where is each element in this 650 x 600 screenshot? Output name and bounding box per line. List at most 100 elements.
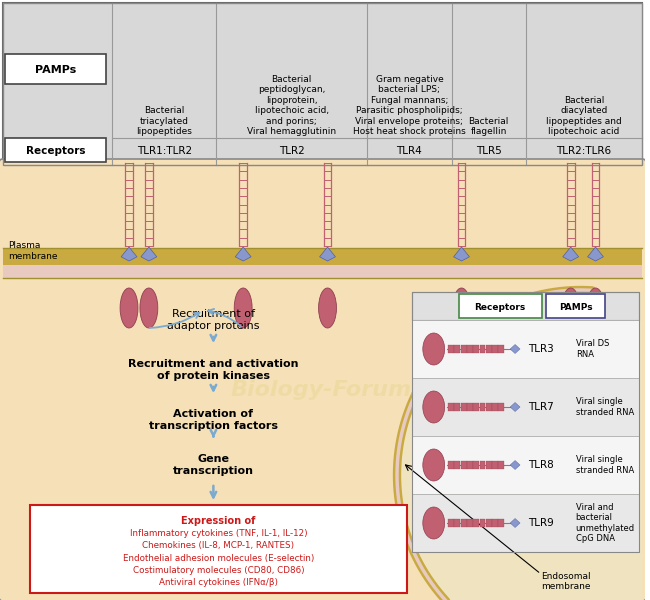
Text: PAMPs: PAMPs — [35, 65, 76, 75]
Bar — [480, 519, 486, 527]
Text: Recruitment and activation
of protein kinases: Recruitment and activation of protein ki… — [128, 359, 298, 381]
FancyBboxPatch shape — [5, 138, 106, 162]
Bar — [461, 345, 467, 353]
Bar — [412, 378, 639, 436]
Text: Endosomal
membrane: Endosomal membrane — [541, 572, 591, 592]
Bar — [473, 461, 479, 469]
Bar — [3, 3, 642, 165]
Bar — [492, 461, 498, 469]
Bar — [454, 519, 460, 527]
Polygon shape — [510, 461, 520, 469]
Bar — [480, 345, 486, 353]
Text: Costimulatory molecules (CD80, CD86): Costimulatory molecules (CD80, CD86) — [133, 566, 304, 575]
Polygon shape — [235, 247, 251, 261]
Text: TLR3: TLR3 — [528, 344, 554, 354]
Polygon shape — [454, 247, 469, 261]
Ellipse shape — [234, 288, 252, 328]
Text: Gene
transcription: Gene transcription — [173, 454, 254, 476]
Ellipse shape — [562, 288, 580, 328]
Polygon shape — [320, 247, 335, 261]
Polygon shape — [510, 518, 520, 527]
Ellipse shape — [586, 288, 605, 328]
Text: PAMPs: PAMPs — [559, 302, 592, 311]
Text: Activation of
transcription factors: Activation of transcription factors — [149, 409, 278, 431]
Bar — [486, 403, 492, 411]
Text: Chemokines (IL-8, MCP-1, RANTES): Chemokines (IL-8, MCP-1, RANTES) — [142, 541, 294, 550]
Text: TLR2:TLR6: TLR2:TLR6 — [556, 146, 612, 157]
Text: Bacterial
triacylated
lipopeptides: Bacterial triacylated lipopeptides — [136, 106, 192, 136]
Bar — [486, 345, 492, 353]
Polygon shape — [510, 344, 520, 353]
Ellipse shape — [140, 288, 158, 328]
Bar — [30, 505, 407, 593]
Bar — [480, 461, 486, 469]
Text: Plasma
membrane: Plasma membrane — [8, 241, 57, 260]
Text: Bacterial
flagellin: Bacterial flagellin — [469, 116, 509, 136]
Text: Expression of: Expression of — [181, 516, 255, 526]
Polygon shape — [121, 247, 137, 261]
Bar — [454, 461, 460, 469]
Bar — [3, 265, 642, 278]
Text: TLR5: TLR5 — [476, 146, 502, 157]
Bar — [473, 403, 479, 411]
Bar — [454, 403, 460, 411]
Bar — [492, 403, 498, 411]
Bar — [499, 345, 504, 353]
Bar — [3, 3, 642, 165]
Text: Recruitment of
adaptor proteins: Recruitment of adaptor proteins — [167, 309, 259, 331]
FancyBboxPatch shape — [5, 54, 106, 84]
Text: Biology-Forums: Biology-Forums — [230, 380, 424, 400]
Bar — [412, 436, 639, 494]
Polygon shape — [397, 290, 642, 600]
Bar — [492, 519, 498, 527]
Text: TLR9: TLR9 — [528, 518, 554, 528]
Bar — [461, 403, 467, 411]
Bar — [412, 320, 639, 378]
Text: TLR8: TLR8 — [528, 460, 554, 470]
FancyBboxPatch shape — [458, 294, 542, 318]
Polygon shape — [141, 247, 157, 261]
Text: TLR4: TLR4 — [396, 146, 422, 157]
Bar — [454, 345, 460, 353]
Bar — [461, 519, 467, 527]
Bar — [448, 461, 454, 469]
Bar — [412, 292, 639, 552]
Polygon shape — [588, 247, 603, 261]
Text: Endothelial adhesion molecules (E-selectin): Endothelial adhesion molecules (E-select… — [123, 554, 314, 563]
Text: TLR2: TLR2 — [279, 146, 305, 157]
Text: Gram negative
bacterial LPS;
Fungal mannans;
Parasitic phospholipids;
Viral enve: Gram negative bacterial LPS; Fungal mann… — [353, 75, 466, 136]
Bar — [499, 519, 504, 527]
FancyBboxPatch shape — [546, 294, 605, 318]
Text: Viral single
stranded RNA: Viral single stranded RNA — [576, 455, 634, 475]
Ellipse shape — [452, 288, 471, 328]
Bar — [467, 345, 473, 353]
Text: TLR1:TLR2: TLR1:TLR2 — [136, 146, 192, 157]
Bar — [499, 461, 504, 469]
Ellipse shape — [422, 449, 445, 481]
Bar — [486, 461, 492, 469]
Polygon shape — [510, 403, 520, 412]
Bar — [480, 403, 486, 411]
Bar — [499, 403, 504, 411]
Bar — [448, 403, 454, 411]
Ellipse shape — [422, 333, 445, 365]
Ellipse shape — [422, 391, 445, 423]
Ellipse shape — [318, 288, 337, 328]
Ellipse shape — [120, 288, 138, 328]
Text: Antiviral cytokines (IFNα/β): Antiviral cytokines (IFNα/β) — [159, 578, 278, 587]
Bar — [486, 519, 492, 527]
Text: Bacterial
peptidoglycan,
lipoprotein,
lipotechoic acid,
and porins;
Viral hemagg: Bacterial peptidoglycan, lipoprotein, li… — [247, 75, 336, 136]
Ellipse shape — [422, 507, 445, 539]
Bar — [473, 345, 479, 353]
Bar — [412, 494, 639, 552]
Text: Viral DS
RNA: Viral DS RNA — [576, 340, 609, 359]
Bar — [412, 292, 639, 320]
FancyBboxPatch shape — [0, 159, 646, 600]
Text: Receptors: Receptors — [474, 302, 526, 311]
Polygon shape — [563, 247, 578, 261]
Bar — [3, 248, 642, 265]
Text: Viral and
bacterial
unmethylated
CpG DNA: Viral and bacterial unmethylated CpG DNA — [576, 503, 635, 543]
Text: TLR7: TLR7 — [528, 402, 554, 412]
Bar — [461, 461, 467, 469]
Bar — [492, 345, 498, 353]
